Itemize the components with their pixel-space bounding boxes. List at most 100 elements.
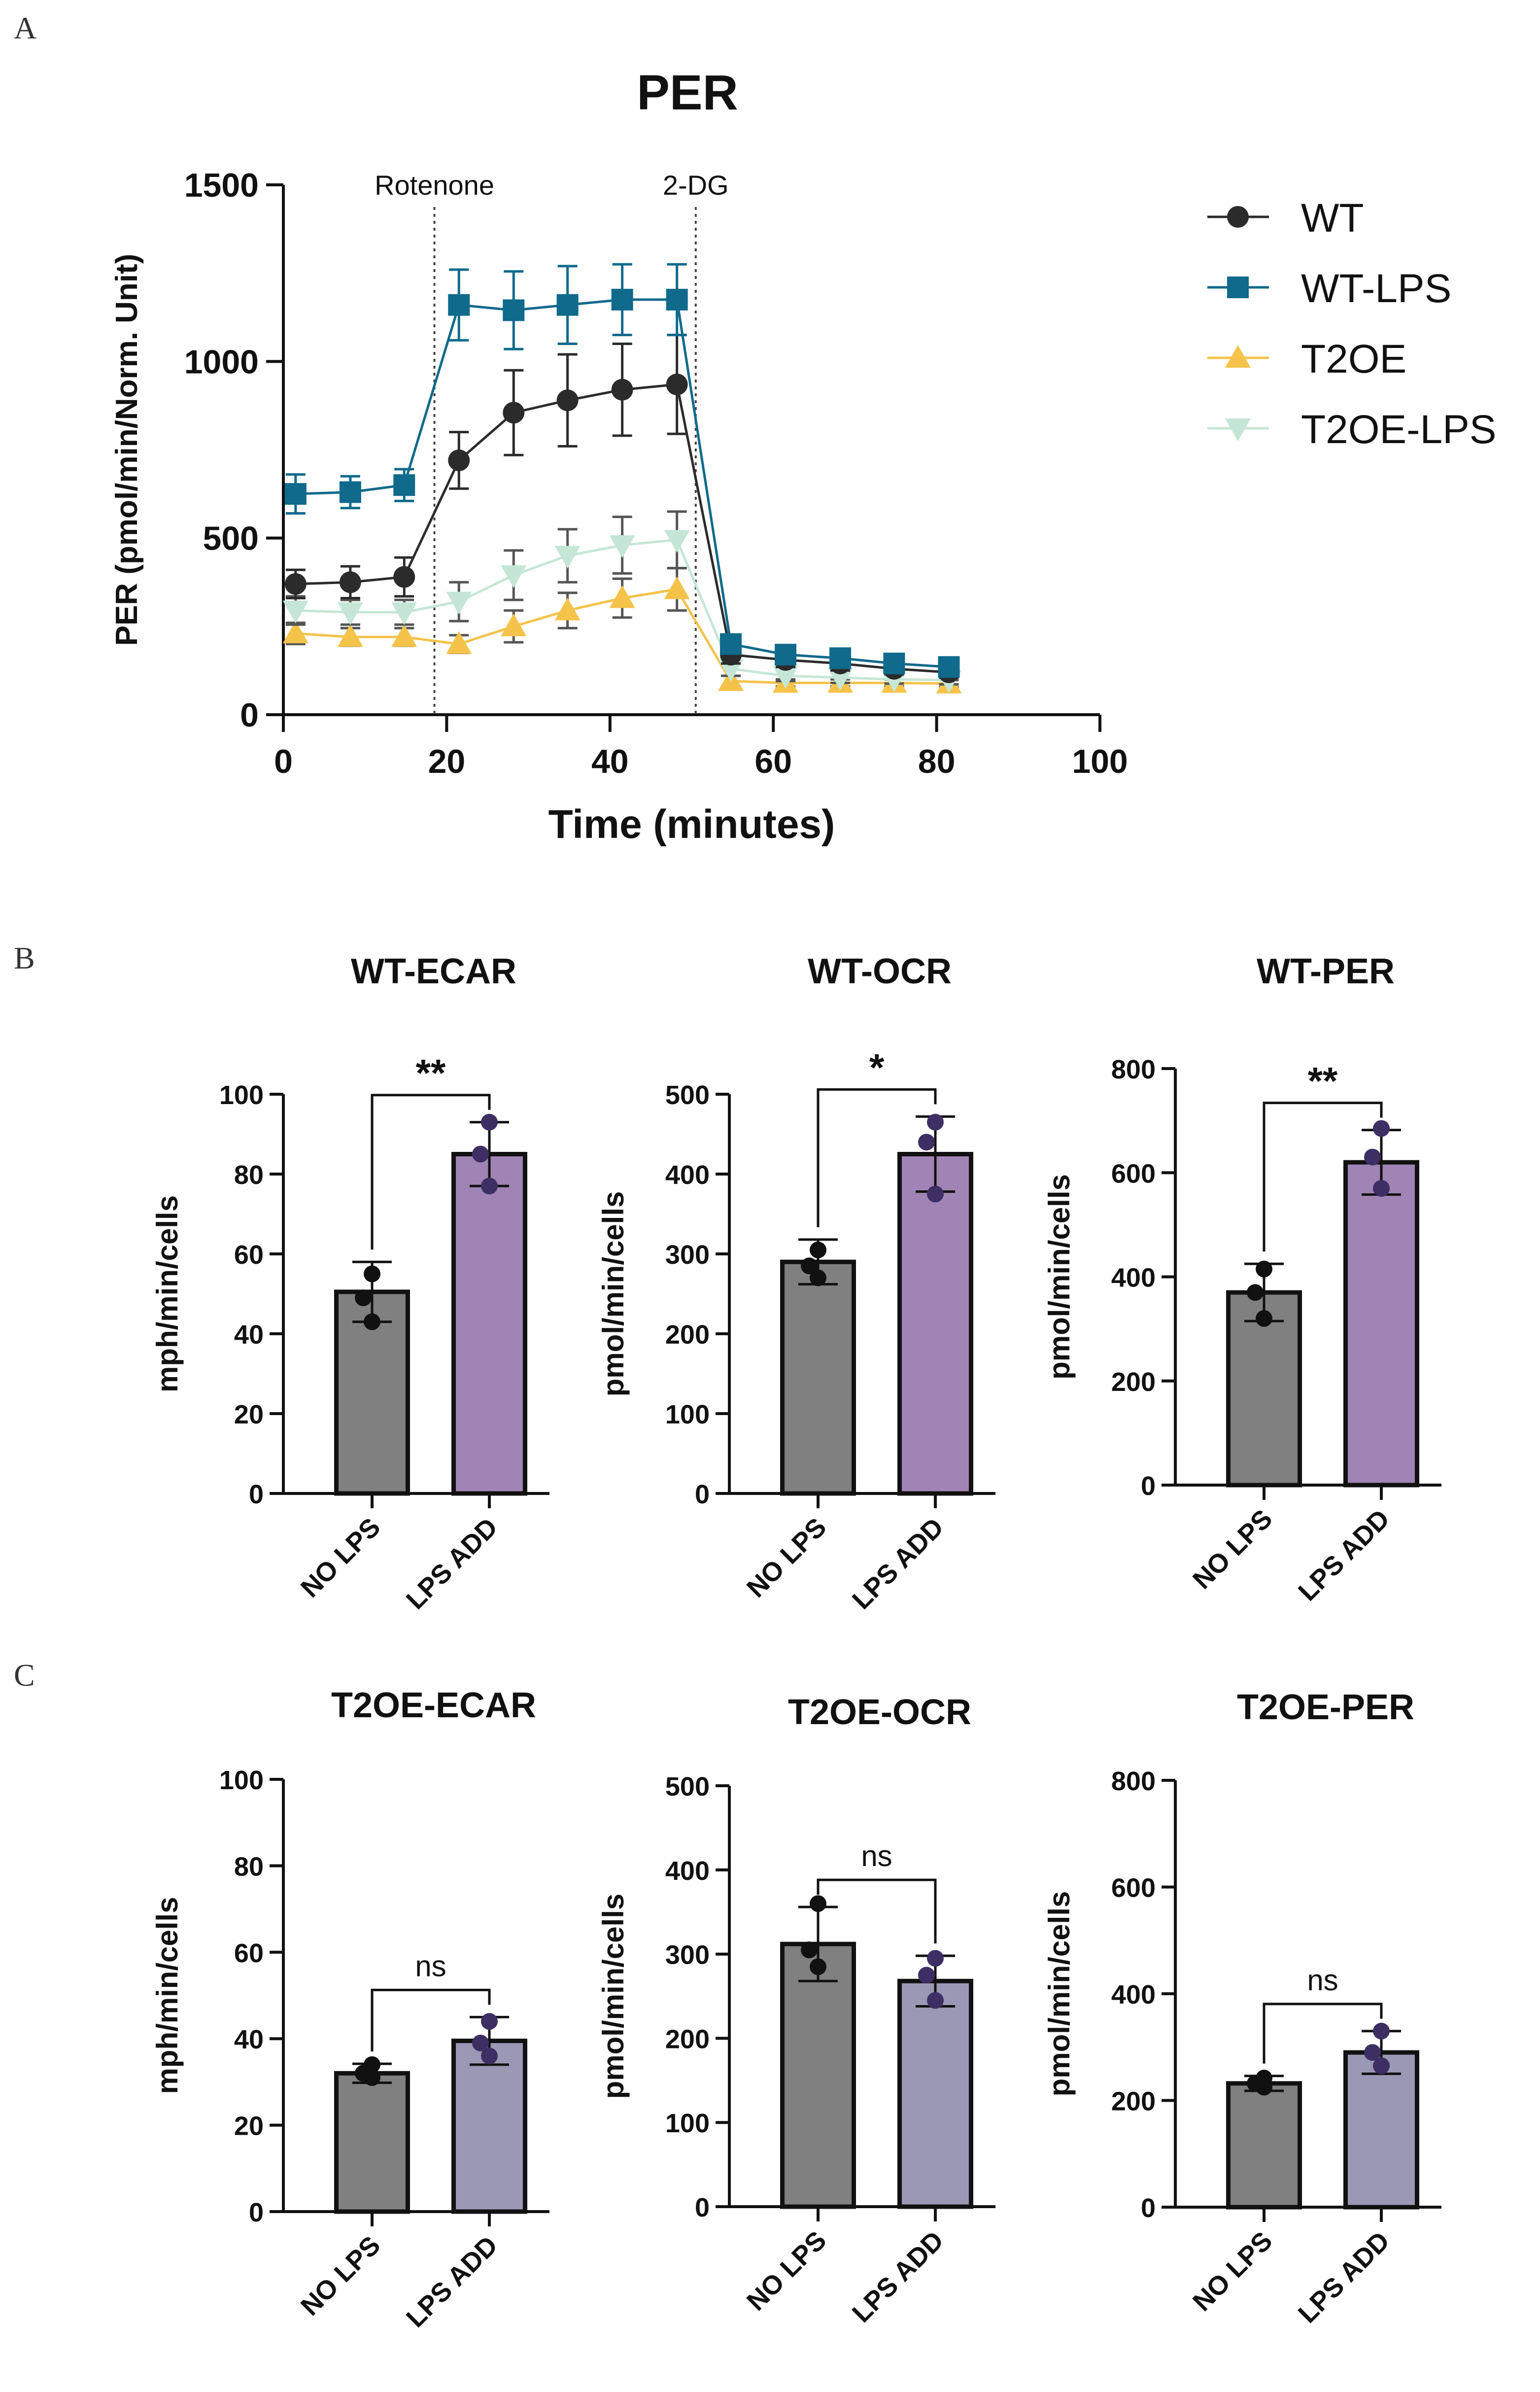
data-point xyxy=(810,1958,826,1976)
y-axis-label: mph/min/cells xyxy=(151,1897,184,2094)
bar-no-lps xyxy=(780,1259,856,1496)
data-point xyxy=(556,294,579,316)
data-point xyxy=(938,656,960,678)
y-tick-label: 0 xyxy=(1141,1471,1156,1501)
significance-bracket xyxy=(1263,1102,1383,1252)
data-point xyxy=(364,1265,380,1283)
x-tick-label-lps-add: LPS ADD xyxy=(847,1512,950,1615)
y-tick-label: 0 xyxy=(695,1480,710,1509)
data-point xyxy=(337,624,363,647)
data-point xyxy=(611,379,633,401)
legend-marker xyxy=(1227,206,1249,228)
data-point xyxy=(472,2034,489,2051)
y-tick-label: 0 xyxy=(249,2198,264,2227)
x-tick-label: 0 xyxy=(274,743,293,780)
y-tick-label: 60 xyxy=(234,1939,264,1968)
series-wt-lps xyxy=(284,263,960,678)
panel-letter-c: C xyxy=(14,1658,35,1693)
data-point xyxy=(481,2013,498,2030)
x-tick-label-lps-add: LPS ADD xyxy=(1293,2226,1396,2329)
y-tick-label: 20 xyxy=(234,2112,264,2141)
legend-label-t2oe: T2OE xyxy=(1301,337,1406,381)
bar-lps-add xyxy=(1343,2050,1419,2210)
data-point xyxy=(611,288,633,311)
data-point xyxy=(609,585,635,608)
chart-title: T2OE-OCR xyxy=(788,1693,971,1732)
data-point xyxy=(918,1967,935,1984)
legend-label-t2oe-lps: T2OE-LPS xyxy=(1301,407,1496,452)
y-tick-label: 0 xyxy=(1141,2193,1156,2223)
data-point xyxy=(355,1289,372,1307)
series-t2oe-lps xyxy=(282,510,962,693)
data-point xyxy=(720,633,742,655)
annotation-rotenone: Rotenone xyxy=(375,170,494,201)
wt-ecar-bar-chart: WT-ECAR 0 20 40 60 80 100 mph/min/cells NO LPS LP… xyxy=(151,952,549,1615)
significance-bracket xyxy=(1263,2003,1383,2064)
data-point xyxy=(339,571,361,593)
x-tick-label-lps-add: LPS ADD xyxy=(401,1512,504,1615)
y-axis-label: pmol/min/cells xyxy=(1043,1174,1076,1380)
significance-bracket xyxy=(817,1878,937,1944)
y-tick-label: 400 xyxy=(1111,1263,1156,1293)
data-point xyxy=(501,613,527,636)
data-point xyxy=(391,624,417,647)
data-point xyxy=(481,1178,498,1195)
data-point xyxy=(364,2069,380,2086)
data-point xyxy=(829,647,852,669)
data-point xyxy=(284,573,307,595)
t2oe-per-bar-chart: T2OE-PER 0 200 400 600 800 pmol/min/cells NO LP… xyxy=(1043,1688,1441,2329)
data-point xyxy=(1364,2044,1381,2061)
chart-title: WT-OCR xyxy=(808,952,952,991)
data-point xyxy=(1247,1284,1264,1301)
data-point xyxy=(666,373,688,395)
data-point xyxy=(503,402,525,424)
y-tick-label: 100 xyxy=(219,1766,264,1795)
y-tick-label: 400 xyxy=(1111,1980,1156,2010)
y-tick-label: 20 xyxy=(234,1400,264,1429)
y-tick-label: 1500 xyxy=(184,167,259,204)
x-tick-label-no-lps: NO LPS xyxy=(741,2225,832,2317)
legend-marker xyxy=(1225,418,1251,441)
data-point xyxy=(810,1895,826,1912)
t2oe-ecar-bar-chart: T2OE-ECAR 0 20 40 60 80 100 mph/min/cells NO LPS… xyxy=(151,1686,549,2333)
data-point xyxy=(1373,2057,1390,2075)
y-tick-label: 200 xyxy=(1111,2087,1156,2116)
data-point xyxy=(927,1950,944,1967)
data-point xyxy=(393,566,415,588)
legend: WT WT-LPS T2OE T2OE-LPS xyxy=(1207,196,1496,452)
y-tick-label: 600 xyxy=(1111,1159,1156,1188)
data-point xyxy=(1256,1260,1272,1278)
data-point xyxy=(556,389,579,412)
x-tick-label-lps-add: LPS ADD xyxy=(847,2225,950,2328)
y-tick-label: 40 xyxy=(234,1320,264,1350)
y-tick-label: 0 xyxy=(249,1480,264,1509)
data-point xyxy=(801,1257,818,1275)
data-point xyxy=(503,299,525,321)
y-tick-label: 500 xyxy=(203,520,259,557)
data-point xyxy=(1373,1120,1390,1137)
x-tick-label-no-lps: NO LPS xyxy=(1187,1504,1278,1595)
y-tick-label: 300 xyxy=(665,1941,710,1970)
data-point xyxy=(927,1992,944,2009)
data-point xyxy=(481,1113,498,1131)
bar-lps-add xyxy=(1343,1160,1419,1488)
y-tick-label: 300 xyxy=(665,1240,710,1270)
panel-letter-a: A xyxy=(14,10,36,45)
x-tick-label: 100 xyxy=(1072,743,1128,780)
data-point xyxy=(918,1134,935,1151)
y-axis-label: pmol/min/cells xyxy=(597,1191,630,1397)
bar-lps-add xyxy=(897,1152,973,1496)
y-tick-label: 400 xyxy=(665,1856,710,1886)
y-tick-label: 200 xyxy=(665,2024,710,2054)
significance-bracket xyxy=(817,1088,937,1227)
data-point xyxy=(448,294,470,316)
x-tick-label: 80 xyxy=(918,743,956,780)
y-tick-label: 80 xyxy=(234,1852,264,1881)
data-point xyxy=(827,667,854,691)
data-point xyxy=(775,644,797,666)
data-point xyxy=(927,1113,944,1131)
legend-label-wt-lps: WT-LPS xyxy=(1301,266,1451,311)
data-point xyxy=(446,631,472,654)
data-point xyxy=(448,450,470,471)
